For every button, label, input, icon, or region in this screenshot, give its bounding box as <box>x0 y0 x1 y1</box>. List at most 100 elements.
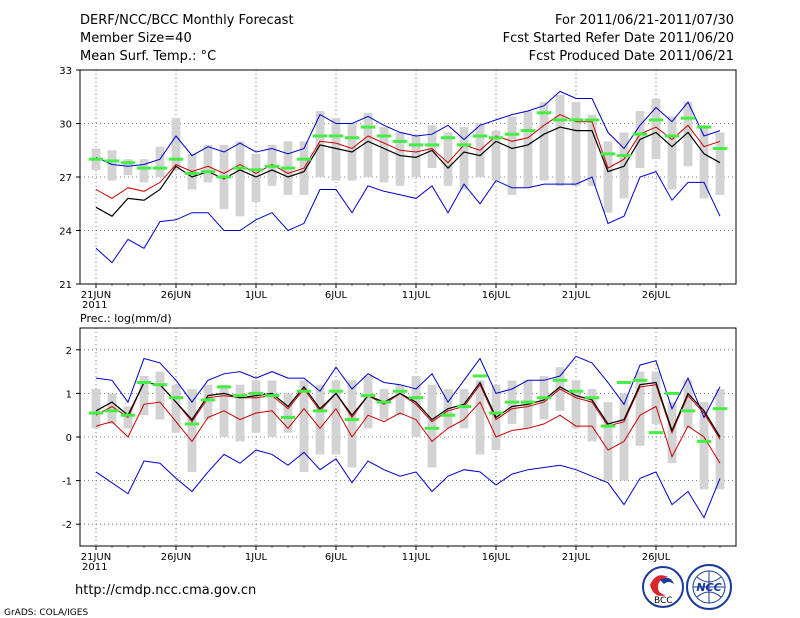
spread-bar <box>651 98 661 160</box>
y-tick-label: 1 <box>66 389 72 400</box>
observed-mark <box>552 118 568 122</box>
spread-bar <box>315 111 325 177</box>
observed-mark <box>360 394 376 398</box>
observed-mark <box>648 118 664 122</box>
observed-mark <box>120 161 136 165</box>
observed-mark <box>504 400 520 404</box>
observed-mark <box>488 411 504 415</box>
observed-mark <box>408 143 424 147</box>
y-tick-label: 0 <box>66 433 72 444</box>
x-tick-label: 6JUL <box>325 552 348 563</box>
observed-mark <box>440 136 456 140</box>
precip-panel-title: Prec.: log(mm/d) <box>80 312 172 325</box>
precipitation-panel: -2 -1 0 1 2 21JUN 26JUN 1JUL 6JUL 11JUL 16JUL 21JUL… <box>62 327 737 573</box>
spread-bar <box>379 127 389 183</box>
spread-bar <box>331 380 341 455</box>
observed-mark <box>328 389 344 393</box>
y-tick-label: 33 <box>59 66 72 77</box>
spread-bar <box>139 159 149 183</box>
observed-mark <box>584 118 600 122</box>
spread-bar <box>203 144 213 183</box>
x-tick-label: 26JUL <box>642 290 671 301</box>
member-size: Member Size=40 <box>80 31 192 46</box>
spread-bar <box>539 102 549 181</box>
y-tick-label: -2 <box>62 520 72 531</box>
spread-bar <box>107 150 117 181</box>
observed-mark <box>328 134 344 138</box>
observed-mark <box>104 159 120 163</box>
chart-title: DERF/NCC/BCC Monthly Forecast <box>80 13 294 28</box>
spread-bar <box>603 141 613 213</box>
observed-mark <box>520 129 536 133</box>
observed-mark <box>168 157 184 161</box>
observed-mark <box>456 143 472 147</box>
spread-bar <box>411 135 421 177</box>
observed-mark <box>536 111 552 115</box>
spread-bar <box>635 371 645 446</box>
spread-bar <box>651 371 661 424</box>
year-label: 2011 <box>82 300 107 311</box>
spread-bar <box>523 111 533 188</box>
observed-mark <box>248 391 264 395</box>
y-tick-label: 2 <box>66 346 72 357</box>
observed-mark <box>424 426 440 430</box>
spread-bar <box>699 402 709 490</box>
spread-bar <box>123 159 133 176</box>
observed-mark <box>184 171 200 175</box>
spread-bar <box>475 380 485 455</box>
observed-mark <box>152 383 168 387</box>
x-tick-label: 1JUL <box>245 552 268 563</box>
spread-bar <box>363 112 373 177</box>
spread-bar <box>235 141 245 217</box>
spread-bar <box>107 393 117 424</box>
median-line <box>95 114 721 199</box>
ncc-logo-text: NCC <box>696 581 721 594</box>
observed-mark <box>664 391 680 395</box>
spread-bar <box>395 132 405 186</box>
started-date: Fcst Started Refer Date 2011/06/20 <box>503 31 734 46</box>
observed-mark <box>584 396 600 400</box>
spread-bar <box>203 384 213 420</box>
max-line <box>95 355 721 419</box>
x-tick-label: 21JUN <box>81 552 111 563</box>
y-tick-label: 27 <box>59 173 72 184</box>
x-tick-label: 21JUL <box>562 290 591 301</box>
spread-bar <box>603 402 613 481</box>
min-line <box>95 170 721 264</box>
spread-bar <box>395 384 405 416</box>
observed-mark <box>568 389 584 393</box>
spread-bar <box>171 384 181 433</box>
observed-mark <box>552 378 568 382</box>
observed-mark <box>680 116 696 120</box>
observed-mark <box>632 378 648 382</box>
observed-mark <box>696 125 712 129</box>
spread-bar <box>283 393 293 433</box>
spread-bar <box>683 102 693 167</box>
observed-mark <box>472 134 488 138</box>
observed-mark <box>376 134 392 138</box>
observed-mark <box>360 125 376 129</box>
observed-mark <box>632 132 648 136</box>
observed-mark <box>392 389 408 393</box>
observed-mark <box>200 170 216 174</box>
observed-mark <box>264 394 280 398</box>
spread-bar <box>299 380 309 472</box>
variable-label: Mean Surf. Temp.: °C <box>80 49 216 64</box>
spread-bar <box>187 389 197 472</box>
spread-bar <box>155 371 165 420</box>
y-tick-label: 21 <box>59 280 72 291</box>
spread-bar <box>491 130 501 181</box>
observed-mark <box>216 385 232 389</box>
x-tick-label: 26JUN <box>161 290 191 301</box>
observed-mark <box>696 439 712 443</box>
spread-bar <box>155 146 165 177</box>
mean-line <box>95 126 721 217</box>
observed-mark <box>392 139 408 143</box>
source-url[interactable]: http://cmdp.ncc.cma.gov.cn <box>75 583 256 598</box>
x-tick-label: 1JUL <box>245 290 268 301</box>
spread-bar <box>363 375 373 429</box>
lower-red-line <box>95 401 721 464</box>
x-tick-label: 21JUL <box>562 552 591 563</box>
x-tick-label: 26JUL <box>642 552 671 563</box>
observed-mark <box>680 409 696 413</box>
